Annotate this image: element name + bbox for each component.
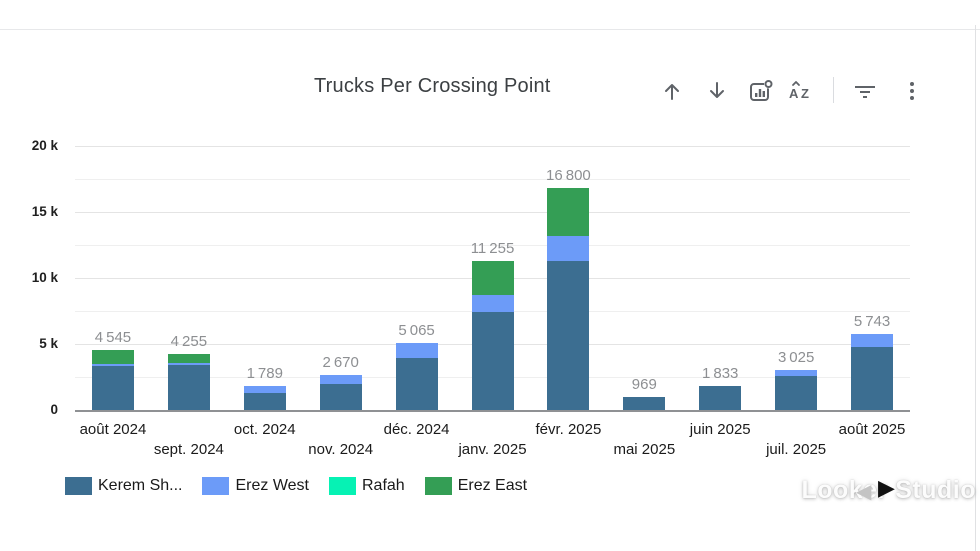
bar-segment-erez-east[interactable]	[167, 353, 210, 364]
legend-prev-arrow[interactable]: ◀	[856, 479, 872, 503]
legend-label-rafah: Rafah	[361, 477, 405, 494]
header-divider	[833, 77, 834, 103]
filter-icon[interactable]	[852, 78, 878, 104]
legend-next-arrow[interactable]: ▶	[878, 476, 895, 501]
legend-item-kerem-shalom[interactable]: Kerem Sh...	[65, 477, 182, 495]
chart-legend: Kerem Sh... Erez West Rafah Erez East	[65, 477, 527, 495]
x-axis-category-label: déc. 2024	[383, 421, 450, 438]
bar-total-label: 969	[631, 376, 657, 394]
bar-total-label: 2 670	[322, 353, 359, 371]
bar-segment-erez-west[interactable]	[91, 363, 134, 367]
bar-segment-erez-west[interactable]	[243, 386, 286, 393]
legend-swatch-erez-west	[202, 477, 230, 495]
svg-text:A: A	[789, 86, 799, 101]
bar-segment-kerem-sh[interactable]	[395, 357, 438, 410]
looker-studio-watermark: Looker Studio	[801, 476, 976, 504]
legend-item-erez-west[interactable]: Erez West	[202, 477, 309, 495]
bar-segment-erez-west[interactable]	[319, 374, 362, 385]
gridline	[75, 245, 910, 246]
legend-label-erez-east: Erez East	[457, 477, 528, 494]
bar-total-label: 16 800	[546, 167, 591, 185]
bar-segment-erez-west[interactable]	[167, 363, 210, 366]
y-axis-tick-label: 20 k	[31, 138, 58, 153]
bar-segment-kerem-sh[interactable]	[851, 346, 894, 410]
bar-total-label: 5 743	[853, 313, 891, 331]
x-axis-category-label: sept. 2024	[153, 441, 224, 458]
sort-ascending-icon[interactable]	[659, 78, 685, 104]
bar-segment-erez-west[interactable]	[851, 334, 894, 347]
canvas-top-border	[0, 29, 980, 30]
x-axis-category-label: janv. 2025	[458, 441, 527, 458]
sort-descending-icon[interactable]	[704, 78, 730, 104]
bar-segment-kerem-sh[interactable]	[699, 385, 742, 410]
x-axis-category-label: août 2024	[79, 421, 147, 438]
sort-alphabetical-icon[interactable]: A Z	[788, 78, 814, 104]
bar-segment-erez-east[interactable]	[91, 350, 134, 364]
bar-total-label: 3 025	[777, 349, 815, 367]
bar-total-label: 11 255	[470, 240, 515, 258]
more-options-icon[interactable]	[899, 78, 925, 104]
bar-total-label: 1 789	[246, 365, 283, 383]
x-axis-category-label: nov. 2024	[308, 441, 374, 458]
optional-metrics-icon[interactable]	[748, 78, 774, 104]
bar-segment-erez-east[interactable]	[471, 261, 514, 296]
x-axis-category-label: oct. 2024	[233, 421, 296, 438]
y-axis-tick-label: 0	[50, 402, 58, 417]
x-axis-category-label: févr. 2025	[535, 421, 602, 438]
bar-segment-kerem-sh[interactable]	[471, 312, 514, 410]
bar-segment-kerem-sh[interactable]	[243, 392, 286, 410]
y-axis-tick-label: 10 k	[31, 270, 58, 285]
legend-swatch-kerem-shalom	[65, 477, 92, 495]
bar-segment-erez-west[interactable]	[471, 295, 514, 313]
bar-segment-kerem-sh[interactable]	[547, 260, 590, 410]
bar-total-label: 5 065	[398, 322, 435, 340]
legend-item-erez-east[interactable]: Erez East	[424, 477, 528, 495]
x-axis-category-label: juil. 2025	[766, 441, 827, 458]
y-axis-tick-label: 5 k	[39, 336, 58, 351]
x-axis-category-label: mai 2025	[613, 441, 676, 458]
bar-segment-kerem-sh[interactable]	[319, 384, 362, 410]
bar-segment-erez-west[interactable]	[547, 235, 590, 261]
bar-total-label: 4 255	[170, 332, 208, 350]
gridline	[75, 212, 910, 213]
legend-item-rafah[interactable]: Rafah	[328, 477, 405, 495]
bar-total-label: 1 833	[702, 364, 739, 382]
gridline	[75, 146, 910, 147]
x-axis-category-label: août 2025	[838, 421, 906, 438]
y-axis-tick-label: 15 k	[31, 204, 58, 219]
bar-segment-kerem-sh[interactable]	[91, 366, 134, 410]
x-axis-category-label: juin 2025	[689, 421, 751, 438]
legend-label-kerem-shalom: Kerem Sh...	[98, 477, 183, 494]
bar-segment-erez-east[interactable]	[547, 188, 590, 236]
svg-text:Z: Z	[801, 86, 809, 101]
x-axis-baseline	[75, 410, 910, 412]
bar-segment-erez-west[interactable]	[395, 343, 438, 358]
bar-segment-kerem-sh[interactable]	[775, 375, 818, 410]
chart-title: Trucks Per Crossing Point	[314, 75, 551, 97]
legend-swatch-erez-east	[424, 477, 452, 495]
canvas-right-border	[975, 25, 976, 551]
bar-total-label: 4 545	[94, 329, 132, 346]
bar-segment-erez-west[interactable]	[775, 370, 818, 376]
legend-label-erez-west: Erez West	[235, 477, 309, 494]
bar-segment-kerem-sh[interactable]	[623, 397, 666, 410]
gridline	[75, 179, 910, 180]
legend-swatch-rafah	[328, 477, 356, 495]
bar-segment-kerem-sh[interactable]	[167, 365, 210, 410]
